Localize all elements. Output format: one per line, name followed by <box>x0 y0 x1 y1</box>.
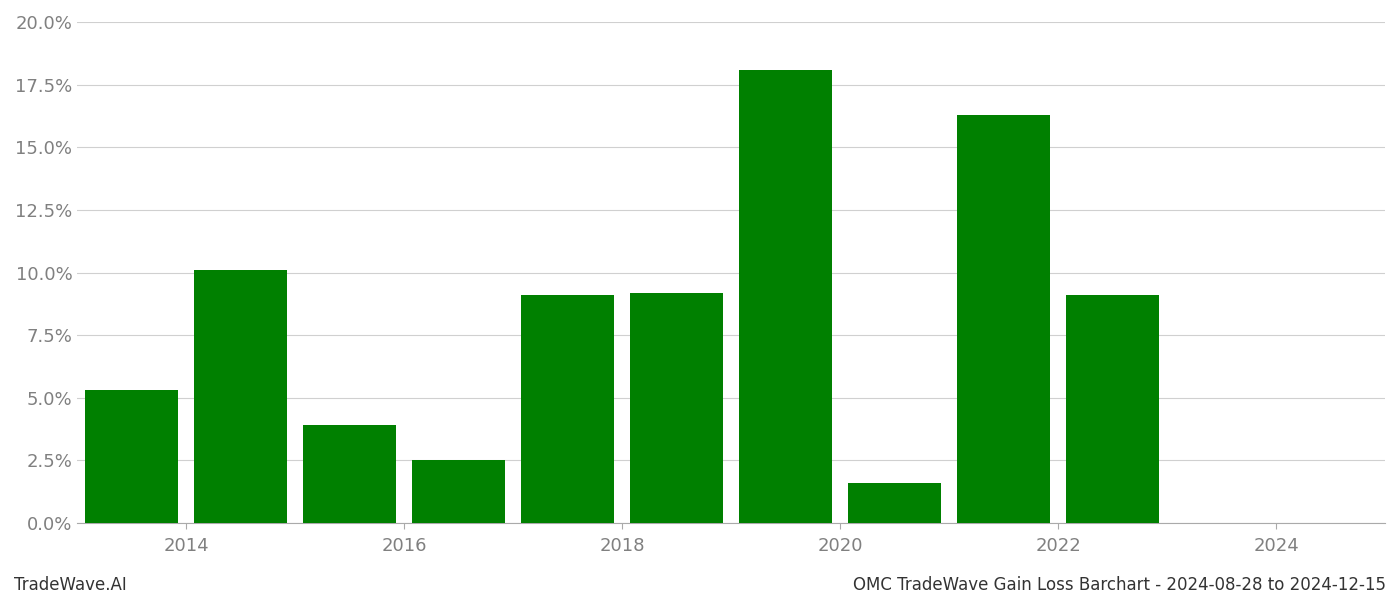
Text: TradeWave.AI: TradeWave.AI <box>14 576 127 594</box>
Bar <box>195 270 287 523</box>
Bar <box>1067 295 1159 523</box>
Text: OMC TradeWave Gain Loss Barchart - 2024-08-28 to 2024-12-15: OMC TradeWave Gain Loss Barchart - 2024-… <box>853 576 1386 594</box>
Bar <box>958 115 1050 523</box>
Bar <box>739 70 832 523</box>
Bar <box>304 425 396 523</box>
Bar <box>412 460 505 523</box>
Bar <box>848 483 941 523</box>
Bar <box>85 391 178 523</box>
Bar <box>521 295 613 523</box>
Bar <box>630 293 722 523</box>
